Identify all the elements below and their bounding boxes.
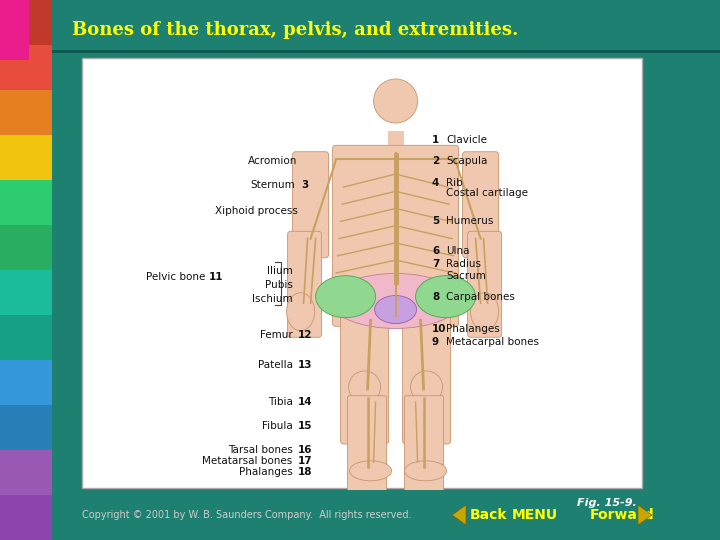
Bar <box>0 90 52 135</box>
Text: Carpal bones: Carpal bones <box>446 292 515 302</box>
Text: Copyright © 2001 by W. B. Saunders Company.  All rights reserved.: Copyright © 2001 by W. B. Saunders Compa… <box>82 510 412 520</box>
Text: Acromion: Acromion <box>248 156 297 166</box>
Text: 13: 13 <box>297 361 312 370</box>
Text: Metacarpal bones: Metacarpal bones <box>446 337 539 347</box>
Text: 14: 14 <box>297 397 312 407</box>
Bar <box>0 270 52 315</box>
Bar <box>387 131 404 159</box>
Ellipse shape <box>315 275 376 318</box>
Ellipse shape <box>287 293 315 330</box>
FancyBboxPatch shape <box>341 313 389 444</box>
Text: 15: 15 <box>297 421 312 431</box>
Text: Fibula: Fibula <box>262 421 292 431</box>
Text: Humerus: Humerus <box>446 217 493 226</box>
Ellipse shape <box>330 273 461 328</box>
Text: Tarsal bones: Tarsal bones <box>228 445 292 455</box>
Text: MENU: MENU <box>512 508 558 522</box>
Text: Clavicle: Clavicle <box>446 134 487 145</box>
Text: Xiphoid process: Xiphoid process <box>215 206 297 215</box>
Bar <box>52 50 720 53</box>
Text: 18: 18 <box>297 467 312 477</box>
Bar <box>0 405 52 450</box>
Ellipse shape <box>405 461 446 481</box>
Bar <box>0 450 52 495</box>
Bar <box>0 0 52 45</box>
Text: Femur: Femur <box>260 330 292 340</box>
Text: 16: 16 <box>297 445 312 455</box>
Text: Ischium: Ischium <box>252 294 292 304</box>
Text: Fig. 15-9.: Fig. 15-9. <box>577 498 637 508</box>
Bar <box>0 180 52 225</box>
Text: Scapula: Scapula <box>446 156 487 166</box>
Text: Rib: Rib <box>446 178 463 188</box>
Ellipse shape <box>374 295 417 323</box>
FancyBboxPatch shape <box>287 231 322 338</box>
Bar <box>0 495 52 540</box>
Polygon shape <box>638 505 652 525</box>
Text: 11: 11 <box>210 272 224 282</box>
Text: Patella: Patella <box>258 361 292 370</box>
Text: 17: 17 <box>297 456 312 467</box>
FancyBboxPatch shape <box>348 396 387 515</box>
Text: Ilium: Ilium <box>267 266 292 276</box>
Text: Phalanges: Phalanges <box>239 467 292 477</box>
Text: Back: Back <box>470 508 508 522</box>
Bar <box>0 225 52 270</box>
Bar <box>0 315 52 360</box>
Bar <box>0 0 29 60</box>
FancyBboxPatch shape <box>333 145 459 326</box>
Text: Sacrum: Sacrum <box>446 271 486 281</box>
Bar <box>0 135 52 180</box>
Text: 5: 5 <box>432 217 439 226</box>
FancyBboxPatch shape <box>402 313 451 444</box>
Text: Phalanges: Phalanges <box>446 324 500 334</box>
Text: 6: 6 <box>432 246 439 256</box>
Text: 3: 3 <box>302 180 309 190</box>
Bar <box>82 58 642 488</box>
FancyBboxPatch shape <box>463 152 498 258</box>
Text: 2: 2 <box>432 156 439 166</box>
FancyBboxPatch shape <box>292 152 328 258</box>
Text: 10: 10 <box>432 324 446 334</box>
FancyBboxPatch shape <box>467 231 502 338</box>
Bar <box>52 490 720 540</box>
Circle shape <box>410 371 443 403</box>
Ellipse shape <box>471 293 498 330</box>
Circle shape <box>348 371 381 403</box>
Text: Radius: Radius <box>446 259 481 268</box>
Circle shape <box>374 79 418 123</box>
Text: 12: 12 <box>297 330 312 340</box>
Text: Sternum: Sternum <box>251 180 296 190</box>
Text: Bones of the thorax, pelvis, and extremities.: Bones of the thorax, pelvis, and extremi… <box>72 21 518 39</box>
Text: 9: 9 <box>432 337 439 347</box>
Text: 7: 7 <box>432 259 439 268</box>
Text: 4: 4 <box>432 178 439 188</box>
Text: Tibia: Tibia <box>268 397 292 407</box>
Text: Metatarsal bones: Metatarsal bones <box>202 456 292 467</box>
Ellipse shape <box>350 461 392 481</box>
Text: 8: 8 <box>432 292 439 302</box>
Text: Ulna: Ulna <box>446 246 469 256</box>
FancyBboxPatch shape <box>405 396 444 515</box>
Polygon shape <box>452 505 466 525</box>
Bar <box>0 360 52 405</box>
Text: Pelvic bone: Pelvic bone <box>146 272 205 282</box>
Text: Forward: Forward <box>590 508 654 522</box>
Text: Pubis: Pubis <box>265 280 292 289</box>
Text: Costal cartilage: Costal cartilage <box>446 188 528 198</box>
Text: 1: 1 <box>432 134 439 145</box>
Bar <box>0 45 52 90</box>
Ellipse shape <box>415 275 476 318</box>
